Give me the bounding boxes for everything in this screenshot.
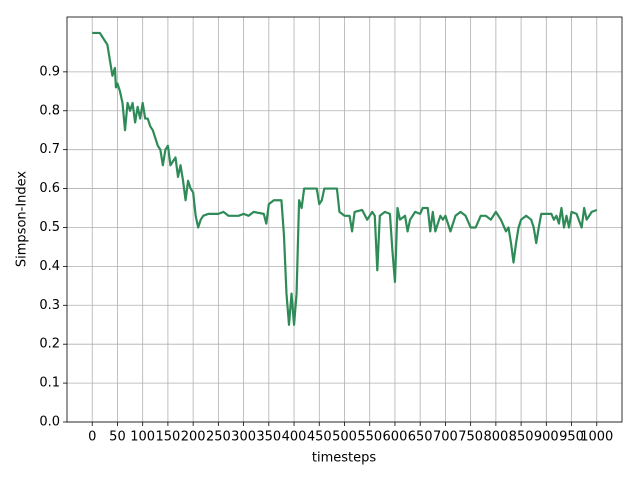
x-tick-label: 950	[559, 430, 584, 445]
x-tick-label: 1000	[580, 430, 613, 445]
x-tick-label: 750	[458, 430, 483, 445]
x-axis-label: timesteps	[312, 451, 376, 466]
x-tick-label: 550	[357, 430, 382, 445]
x-tick-label: 200	[181, 430, 206, 445]
data-line	[92, 31, 598, 326]
x-tick-label: 250	[206, 430, 231, 445]
x-tick-label: 800	[483, 430, 508, 445]
plot-frame	[66, 16, 623, 423]
x-tick-label: 150	[155, 430, 180, 445]
y-tick-label: 0.3	[39, 298, 60, 313]
x-tick-label: 700	[433, 430, 458, 445]
x-tick-label: 450	[307, 430, 332, 445]
x-tick-label: 600	[383, 430, 408, 445]
x-tick-label: 850	[509, 430, 534, 445]
y-tick-label: 0.5	[39, 220, 60, 235]
x-tick-label: 100	[130, 430, 155, 445]
y-axis-label: Simpson-Index	[15, 171, 30, 268]
x-tick-label: 350	[256, 430, 281, 445]
x-tick-label: 300	[231, 430, 256, 445]
y-tick-label: 0.9	[39, 64, 60, 79]
x-tick-label: 0	[88, 430, 96, 445]
x-tick-label: 400	[282, 430, 307, 445]
x-tick-label: 900	[534, 430, 559, 445]
x-tick-label: 650	[408, 430, 433, 445]
y-tick-label: 0.1	[39, 376, 60, 391]
y-tick-label: 0.0	[39, 415, 60, 430]
y-tick-label: 0.7	[39, 142, 60, 157]
y-tick-label: 0.4	[39, 259, 60, 274]
x-tick-label: 50	[109, 430, 126, 445]
x-tick-label: 500	[332, 430, 357, 445]
y-tick-label: 0.6	[39, 181, 60, 196]
y-tick-label: 0.8	[39, 103, 60, 118]
y-tick-label: 0.2	[39, 337, 60, 352]
